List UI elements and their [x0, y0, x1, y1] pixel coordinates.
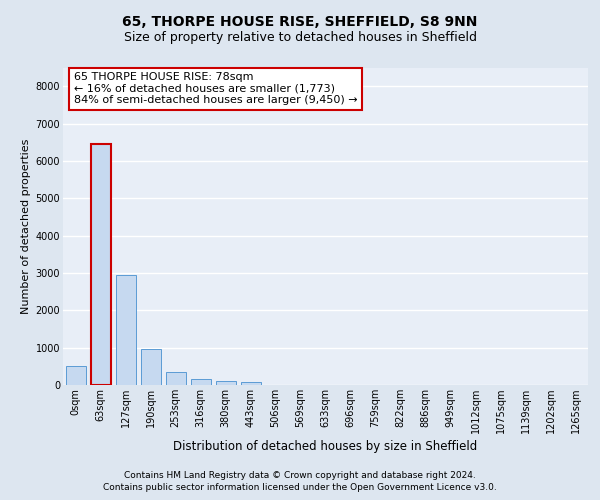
- Bar: [191, 379, 211, 385]
- Bar: [166, 372, 185, 385]
- Bar: [241, 382, 260, 385]
- Text: Contains HM Land Registry data © Crown copyright and database right 2024.: Contains HM Land Registry data © Crown c…: [124, 472, 476, 480]
- Bar: [140, 348, 161, 385]
- X-axis label: Distribution of detached houses by size in Sheffield: Distribution of detached houses by size …: [173, 440, 478, 453]
- Bar: [115, 275, 136, 385]
- Text: 65 THORPE HOUSE RISE: 78sqm
← 16% of detached houses are smaller (1,773)
84% of : 65 THORPE HOUSE RISE: 78sqm ← 16% of det…: [74, 72, 357, 106]
- Bar: [91, 144, 110, 385]
- Bar: [65, 366, 86, 385]
- Bar: [215, 382, 235, 385]
- Text: Size of property relative to detached houses in Sheffield: Size of property relative to detached ho…: [124, 30, 476, 44]
- Y-axis label: Number of detached properties: Number of detached properties: [22, 138, 31, 314]
- Text: Contains public sector information licensed under the Open Government Licence v3: Contains public sector information licen…: [103, 483, 497, 492]
- Text: 65, THORPE HOUSE RISE, SHEFFIELD, S8 9NN: 65, THORPE HOUSE RISE, SHEFFIELD, S8 9NN: [122, 16, 478, 30]
